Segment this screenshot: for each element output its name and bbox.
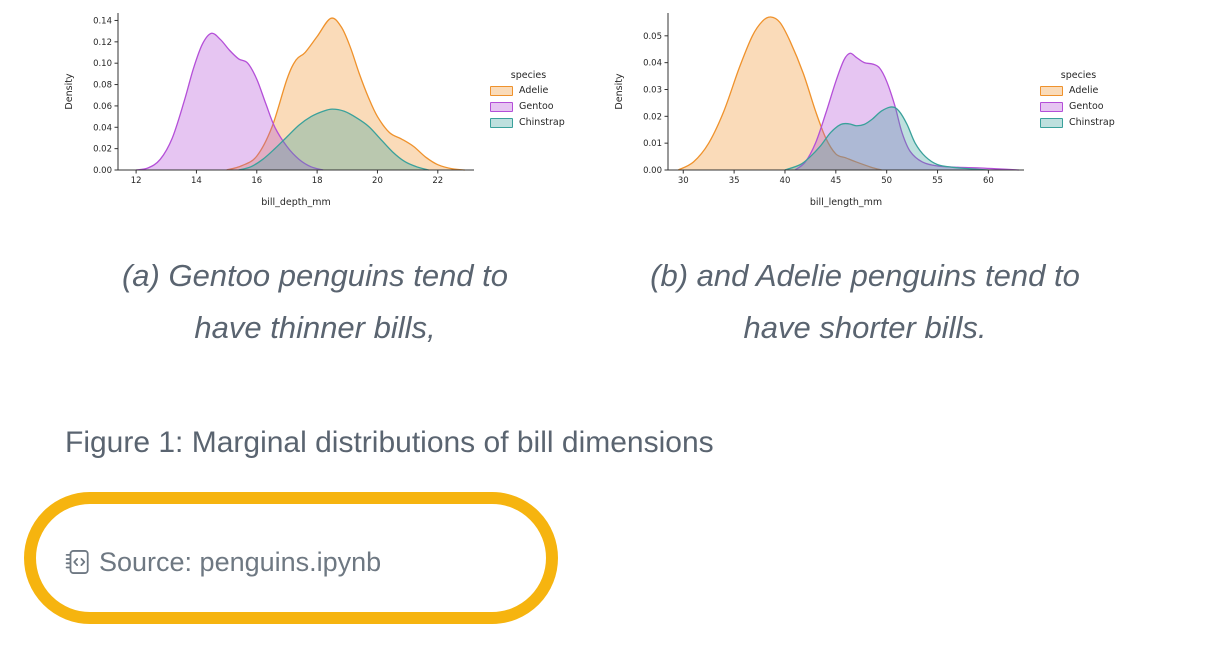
subcaption-a-line2: have thinner bills, [194,310,436,345]
x-tick-label: 60 [983,176,994,186]
highlight-annotation [24,492,558,624]
journal-code-icon [65,550,89,574]
figure-caption: Figure 1: Marginal distributions of bill… [65,426,714,459]
subfigure-b: 30 35 40 45 50 55 60 0.00 0.01 0.02 0.03 0.04 0.05 bi… [610,0,1120,215]
kde-fill-gentoo [795,53,1019,170]
subcaption-b: (b) and Adelie penguins tend to have sho… [610,250,1120,354]
x-tick-label: 50 [881,176,892,186]
y-tick-label: 0.02 [643,112,662,122]
y-tick-label: 0.12 [93,38,112,48]
x-tick-label: 35 [729,176,740,186]
x-tick-label: 30 [678,176,689,186]
y-tick-label: 0.00 [93,166,112,176]
subcaption-a-line1: (a) Gentoo penguins tend to [121,258,509,293]
x-tick-label: 45 [830,176,841,186]
y-tick-label: 0.08 [93,81,112,91]
source-label: Source: penguins.ipynb [99,546,382,577]
x-tick-label: 12 [131,176,142,186]
x-tick-label: 14 [191,176,202,186]
species-legend: species Adelie Gentoo Chinstrap [1040,70,1135,133]
legend-item-gentoo: Gentoo [490,101,585,112]
legend-swatch-chinstrap [490,117,513,128]
x-tick-label: 55 [932,176,943,186]
kde-curve-gentoo [135,32,324,171]
y-tick-label: 0.06 [93,102,112,112]
x-tick-label: 40 [780,176,791,186]
kde-curve-adelie [677,16,882,171]
source-link[interactable]: Source: penguins.ipynb [64,546,381,578]
legend-label: Chinstrap [1069,117,1115,128]
subcaption-b-line2: have shorter bills. [743,310,987,345]
legend-label: Adelie [1069,85,1099,96]
subfigure-a: 12 14 16 18 20 22 0.00 0.02 0.04 0.06 0.08 0.10 0.12… [60,0,570,215]
x-axis-label: bill_depth_mm [261,197,331,208]
legend-item-chinstrap: Chinstrap [490,117,585,128]
legend-label: Gentoo [1069,101,1104,112]
x-tick-label: 22 [432,176,443,186]
kde-chart-bill-depth: 12 14 16 18 20 22 0.00 0.02 0.04 0.06 0.08 0.10 0.12… [64,13,474,208]
y-tick-label: 0.03 [643,85,662,95]
kde-fill-chinstrap [238,109,429,170]
legend-swatch-adelie [490,85,513,96]
y-tick-label: 0.04 [93,123,112,133]
legend-swatch-chinstrap [1040,117,1063,128]
legend-label: Gentoo [519,101,554,112]
x-tick-label: 18 [312,176,323,186]
x-axis-label: bill_length_mm [810,197,882,208]
subcaption-b-line1: (b) and Adelie penguins tend to [650,258,1080,293]
y-tick-label: 0.14 [93,16,112,26]
subcaption-a: (a) Gentoo penguins tend to have thinner… [60,250,570,354]
legend-label: Adelie [519,85,549,96]
legend-item-chinstrap: Chinstrap [1040,117,1135,128]
legend-title: species [510,70,547,81]
kde-chart-bill-length: 30 35 40 45 50 55 60 0.00 0.01 0.02 0.03 0.04 0.05 bi… [614,13,1024,208]
y-axis-label: Density [614,73,625,109]
kde-fill-chinstrap [784,106,989,170]
legend-swatch-gentoo [490,101,513,112]
y-tick-label: 0.02 [93,145,112,155]
y-tick-label: 0.00 [643,166,662,176]
y-tick-label: 0.04 [643,59,662,69]
species-legend: species Adelie Gentoo Chinstrap [490,70,585,133]
kde-curve-adelie [226,17,466,171]
legend-swatch-adelie [1040,85,1063,96]
legend-label: Chinstrap [519,117,565,128]
legend-item-adelie: Adelie [490,85,585,96]
kde-fill-adelie [678,17,882,170]
y-tick-label: 0.01 [643,139,662,149]
y-axis-label: Density [64,73,75,109]
kde-fill-adelie [226,18,465,171]
x-tick-label: 20 [372,176,383,186]
x-tick-label: 16 [251,176,262,186]
kde-fill-gentoo [136,33,324,171]
legend-swatch-gentoo [1040,101,1063,112]
kde-curve-chinstrap [784,106,989,171]
y-tick-label: 0.05 [643,32,662,42]
y-tick-label: 0.10 [93,59,112,69]
legend-item-gentoo: Gentoo [1040,101,1135,112]
kde-curve-chinstrap [238,108,429,171]
legend-item-adelie: Adelie [1040,85,1135,96]
legend-title: species [1060,70,1097,81]
